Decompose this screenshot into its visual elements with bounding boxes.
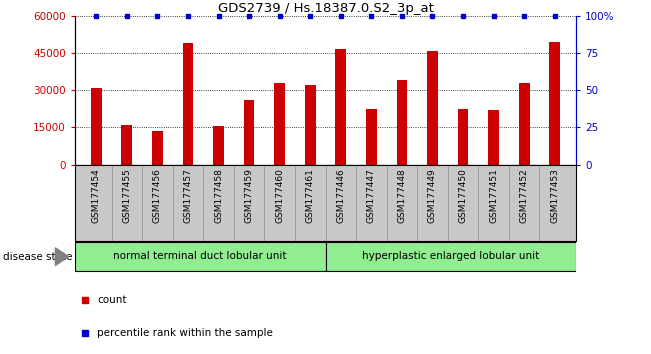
Text: GSM177461: GSM177461 <box>306 169 314 223</box>
Bar <box>458 109 468 165</box>
Bar <box>183 43 193 165</box>
Text: GSM177455: GSM177455 <box>122 169 132 223</box>
Bar <box>213 126 224 165</box>
Bar <box>396 80 408 165</box>
Text: GSM177458: GSM177458 <box>214 169 223 223</box>
Bar <box>305 85 316 165</box>
Title: GDS2739 / Hs.18387.0.S2_3p_at: GDS2739 / Hs.18387.0.S2_3p_at <box>217 2 434 15</box>
Text: GSM177454: GSM177454 <box>92 169 101 223</box>
Text: GSM177449: GSM177449 <box>428 169 437 223</box>
Bar <box>519 83 529 165</box>
Text: GSM177452: GSM177452 <box>519 169 529 223</box>
Text: normal terminal duct lobular unit: normal terminal duct lobular unit <box>113 251 287 261</box>
Bar <box>243 100 255 165</box>
Text: GSM177446: GSM177446 <box>337 169 345 223</box>
Text: count: count <box>98 296 127 306</box>
Bar <box>488 110 499 165</box>
FancyBboxPatch shape <box>75 242 326 271</box>
Bar <box>427 51 438 165</box>
Text: GSM177448: GSM177448 <box>397 169 406 223</box>
Text: GSM177450: GSM177450 <box>458 169 467 223</box>
Text: GSM177447: GSM177447 <box>367 169 376 223</box>
Bar <box>549 42 560 165</box>
Text: GSM177460: GSM177460 <box>275 169 284 223</box>
Text: GSM177459: GSM177459 <box>245 169 254 223</box>
Text: GSM177457: GSM177457 <box>184 169 193 223</box>
Bar <box>122 125 132 165</box>
Bar <box>366 109 377 165</box>
Text: GSM177456: GSM177456 <box>153 169 162 223</box>
Bar <box>152 131 163 165</box>
Bar <box>335 49 346 165</box>
Text: percentile rank within the sample: percentile rank within the sample <box>98 328 273 338</box>
Bar <box>274 83 285 165</box>
Text: GSM177451: GSM177451 <box>489 169 498 223</box>
Text: hyperplastic enlarged lobular unit: hyperplastic enlarged lobular unit <box>362 251 540 261</box>
Text: disease state: disease state <box>3 252 73 262</box>
Text: GSM177453: GSM177453 <box>550 169 559 223</box>
FancyBboxPatch shape <box>326 242 576 271</box>
Bar <box>91 88 102 165</box>
